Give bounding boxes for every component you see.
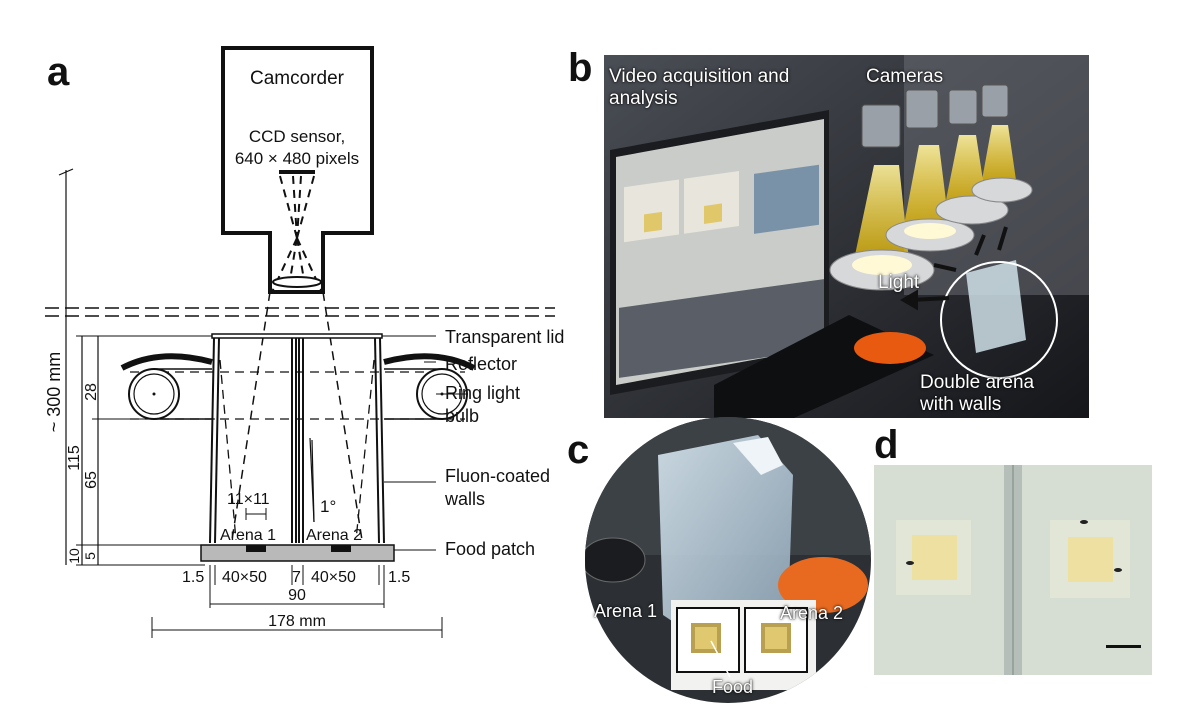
transparent-lid-label: Transparent lid (445, 327, 564, 347)
lens (272, 276, 322, 288)
dim-10: 10 (66, 548, 82, 564)
fluon-label-2: walls (444, 489, 485, 509)
c-food-label: Food (712, 677, 754, 697)
c-arena2-label: Arena 2 (780, 603, 844, 623)
dim-1-5-left: 1.5 (182, 569, 204, 586)
reflector-label: Reflector (445, 354, 517, 374)
video-label-1: Video acquisition and (609, 66, 790, 87)
dim-178: 178 mm (268, 613, 326, 630)
ring-light-label-2: bulb (445, 406, 479, 426)
patch-size-label: 11×11 (227, 491, 270, 508)
ccd-label-1: CCD sensor, (249, 127, 345, 146)
video-label-2: analysis (609, 88, 678, 109)
dim-40x50-right: 40×50 (311, 569, 356, 586)
view-cone (231, 291, 363, 541)
panel-b-letter: b (568, 46, 593, 90)
cameras-label: Cameras (866, 66, 944, 87)
ring-light-label-1: Ring light (445, 383, 520, 403)
camcorder-label: Camcorder (250, 68, 345, 89)
reflector-right (383, 353, 476, 371)
double-arena-label-2: with walls (920, 394, 1002, 415)
video-label: Video acquisition and analysis (609, 66, 789, 110)
angle-label: 1° (320, 497, 336, 516)
arena1-label: Arena 1 (220, 527, 276, 544)
arena-walls (209, 337, 385, 544)
dim-5: 5 (82, 552, 98, 560)
scale-bar (1106, 645, 1141, 648)
dim-40x50-left: 40×50 (222, 569, 267, 586)
arena-base (200, 544, 395, 562)
food-patch-label: Food patch (445, 539, 535, 559)
dim-90: 90 (288, 587, 306, 604)
panel-c-letter: c (567, 428, 590, 472)
dim-7: 7 (292, 569, 301, 586)
transparent-lid (211, 333, 383, 339)
dim-1-5-right: 1.5 (388, 569, 410, 586)
c-arena1-label: Arena 1 (594, 601, 658, 621)
food-patch-right (331, 545, 351, 552)
light-label: Light (878, 272, 920, 293)
dim-65: 65 (83, 471, 100, 489)
panel-b-photo (604, 55, 1089, 418)
double-arena-label: Double arena with walls (920, 372, 1034, 416)
reflector-left (120, 353, 213, 371)
panel-d-letter: d (874, 423, 899, 467)
panel-c-photo (585, 417, 871, 703)
double-arena-label-1: Double arena (920, 372, 1035, 393)
panel-a-letter: a (47, 50, 70, 94)
dim-115: 115 (66, 445, 83, 471)
ccd-label-2: 640 × 480 pixels (235, 149, 359, 168)
food-patch-left (246, 545, 266, 552)
dim-28: 28 (83, 383, 100, 401)
panel-d-photo (874, 465, 1152, 675)
panel-a-diagram: Camcorder CCD sensor, 640 × 480 pixels ~… (44, 46, 564, 638)
height-label: ~ 300 mm (44, 352, 64, 433)
fluon-label-1: Fluon-coated (445, 466, 550, 486)
ring-light-left (128, 368, 212, 420)
arena2-label: Arena 2 (306, 527, 362, 544)
